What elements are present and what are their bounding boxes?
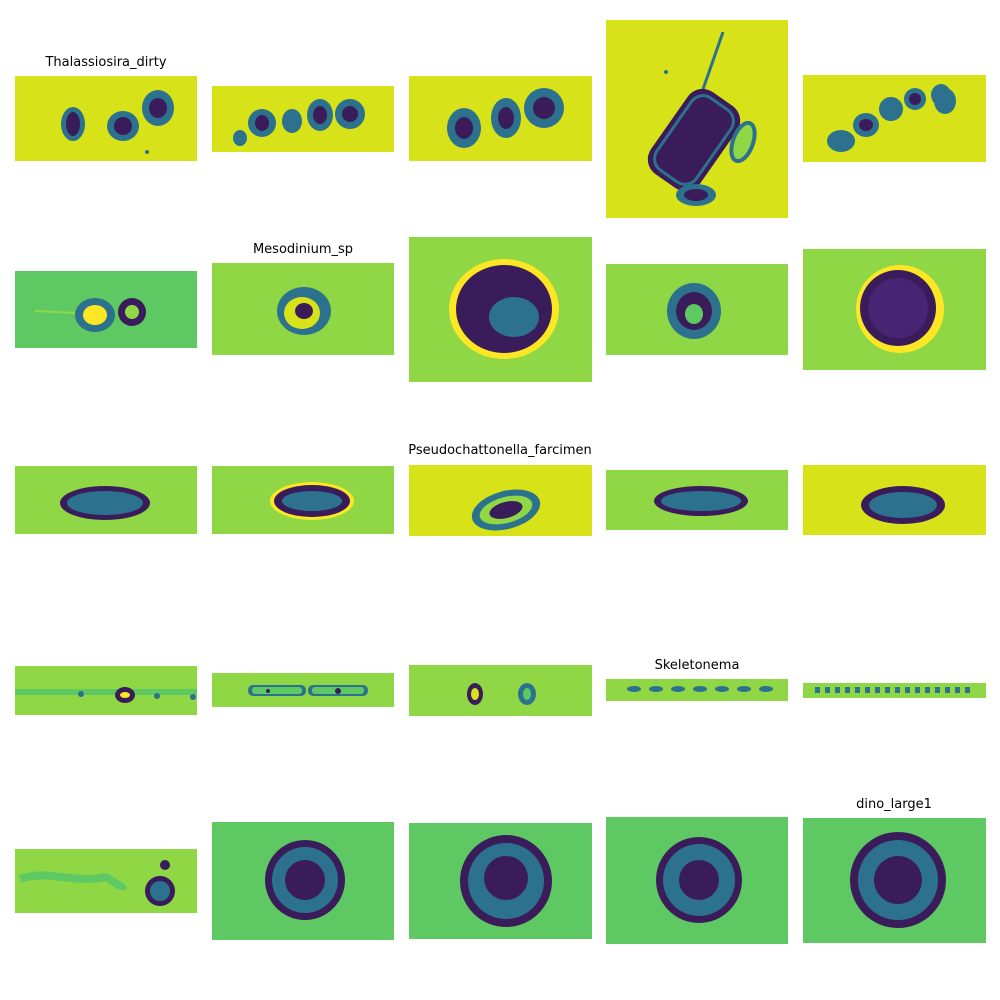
plankton-image-r2c3 (606, 470, 788, 530)
group-label-pseudochattonella: Pseudochattonella_farcimen (408, 443, 592, 458)
plankton-image-r4c1 (212, 822, 394, 940)
plankton-image-r4c0 (15, 849, 197, 913)
plankton-image-r2c2 (409, 465, 592, 536)
plankton-image-r0c1 (212, 86, 394, 152)
group-label-dino-large1: dino_large1 (856, 797, 932, 812)
plankton-image-r1c0 (15, 271, 197, 348)
plankton-image-r2c4 (803, 465, 986, 535)
plankton-image-r1c4 (803, 249, 986, 370)
group-label-mesodinium: Mesodinium_sp (252, 242, 354, 257)
plankton-image-r1c3 (606, 264, 788, 355)
plankton-image-r3c4 (803, 683, 986, 698)
plankton-image-r0c0 (15, 76, 197, 161)
plankton-image-r3c0 (15, 666, 197, 715)
plankton-image-r0c4 (803, 75, 986, 162)
plankton-image-r3c3 (606, 679, 788, 701)
plankton-image-r0c2 (409, 76, 592, 161)
group-label-skeletonema: Skeletonema (654, 658, 740, 673)
plankton-image-r2c1 (212, 466, 394, 534)
plankton-image-r1c1 (212, 263, 394, 355)
plankton-image-r0c3 (606, 20, 788, 218)
plankton-image-r1c2 (409, 237, 592, 382)
plankton-image-r4c2 (409, 823, 592, 939)
plankton-image-r4c3 (606, 817, 788, 944)
plankton-image-r2c0 (15, 466, 197, 534)
group-label-thalassiosira: Thalassiosira_dirty (45, 55, 167, 70)
plankton-image-r4c4 (803, 818, 986, 943)
plankton-image-r3c1 (212, 673, 394, 707)
plankton-image-r3c2 (409, 665, 592, 716)
